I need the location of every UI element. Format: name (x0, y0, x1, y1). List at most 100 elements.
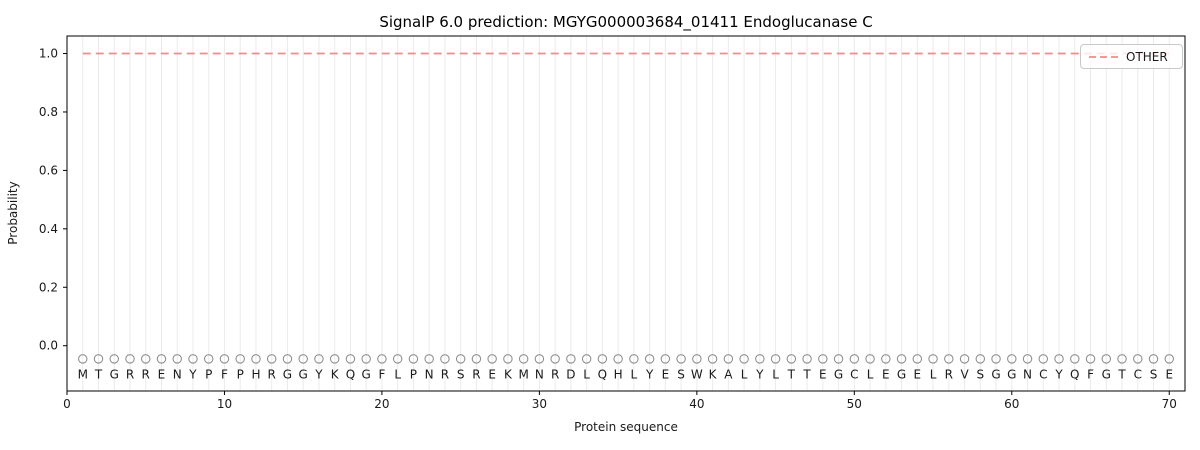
residue-marker (959, 354, 970, 364)
x-tick-label: 70 (1162, 397, 1177, 411)
residue-letter: G (110, 368, 119, 382)
residue-letter: P (205, 368, 212, 382)
residue-marker (251, 354, 261, 364)
x-tick-label: 60 (1004, 397, 1019, 411)
residue-marker (1085, 354, 1096, 364)
residue-letter: Y (645, 368, 654, 382)
residue-marker (597, 354, 608, 364)
residue-letter: R (441, 368, 449, 382)
residue-marker (1148, 354, 1159, 364)
residue-marker (1117, 354, 1127, 364)
residue-marker (109, 354, 119, 364)
residue-letter: R (142, 368, 150, 382)
residue-letter: L (867, 368, 874, 382)
plot-border (66, 35, 1186, 392)
residue-letter: R (126, 368, 134, 382)
residue-letter: G (299, 368, 308, 382)
y-tick-label: 0.6 (39, 163, 58, 177)
residue-letter: Y (1054, 368, 1063, 382)
legend-label: OTHER (1126, 49, 1168, 64)
legend-dashed-line-icon (1089, 55, 1119, 58)
residue-letter: A (724, 368, 733, 382)
residue-letter: F (1087, 368, 1094, 382)
y-tick-label: 0.8 (39, 105, 58, 119)
residue-letter: S (976, 368, 984, 382)
residue-marker (849, 354, 860, 364)
x-tick-label: 50 (847, 397, 862, 411)
residue-letter: C (1134, 368, 1142, 382)
residue-marker (739, 354, 749, 364)
residue-letter: L (930, 368, 937, 382)
residue-marker (408, 354, 419, 364)
residue-marker (1164, 354, 1175, 364)
x-axis-label: Protein sequence (574, 420, 678, 434)
residue-letter: Q (1070, 368, 1079, 382)
residue-letter: Q (346, 368, 355, 382)
residue-marker (440, 354, 450, 364)
x-tick-label: 40 (689, 397, 704, 411)
residue-marker (928, 354, 938, 364)
residue-letter: C (1039, 368, 1047, 382)
y-tick-label: 1.0 (39, 47, 58, 61)
residue-letter: Q (598, 368, 607, 382)
residue-marker (865, 354, 875, 364)
residue-marker (314, 354, 324, 364)
y-tick-label: 0.0 (39, 339, 58, 353)
residue-letter: R (268, 368, 276, 382)
residue-marker (219, 354, 230, 364)
residue-letter: Y (314, 368, 323, 382)
residue-marker (1070, 354, 1080, 364)
x-tick-label: 0 (63, 397, 71, 411)
residue-marker (581, 354, 592, 364)
residue-marker (550, 354, 560, 364)
residue-letter: E (662, 368, 670, 382)
residue-letter: Y (188, 368, 197, 382)
residue-letter: N (1023, 368, 1032, 382)
residue-marker (93, 354, 104, 364)
residue-marker (802, 354, 812, 364)
residue-letter: E (819, 368, 827, 382)
residue-letter: D (566, 368, 575, 382)
residue-letter: F (221, 368, 228, 382)
residue-marker (455, 354, 466, 364)
residue-marker (707, 354, 718, 364)
residue-marker (345, 354, 356, 364)
residue-letter: C (850, 368, 858, 382)
residue-marker (266, 354, 277, 364)
residue-letter: R (472, 368, 480, 382)
y-tick-label: 0.4 (39, 222, 58, 236)
residue-marker (881, 354, 891, 364)
residue-marker (676, 354, 686, 364)
residue-marker (833, 354, 844, 364)
residue-marker (471, 354, 482, 364)
residue-letter: G (362, 368, 371, 382)
residue-letter: E (1165, 368, 1173, 382)
residue-letter: L (583, 368, 590, 382)
x-tick-label: 30 (532, 397, 547, 411)
residue-marker (1007, 354, 1017, 364)
residue-letter: P (410, 368, 417, 382)
residue-letter: G (1007, 368, 1016, 382)
chart-title: SignalP 6.0 prediction: MGYG000003684_01… (379, 13, 873, 31)
residue-letter: W (691, 368, 703, 382)
residue-letter: R (945, 368, 953, 382)
residue-marker (172, 354, 182, 364)
residue-letter: S (457, 368, 465, 382)
residue-letter: N (535, 368, 544, 382)
residue-marker (1022, 354, 1033, 364)
x-tick-label: 10 (217, 397, 232, 411)
residue-marker (629, 354, 639, 364)
y-tick-label: 0.2 (39, 280, 58, 294)
residue-marker (1133, 354, 1143, 364)
residue-marker (692, 354, 702, 364)
residue-letter: K (504, 368, 513, 382)
residue-marker (156, 354, 167, 364)
residue-letter: E (914, 368, 922, 382)
residue-marker (424, 354, 434, 364)
residue-marker (755, 354, 765, 364)
residue-letter: L (741, 368, 748, 382)
residue-letter: S (1150, 368, 1158, 382)
residue-marker (235, 354, 245, 364)
residue-letter: G (897, 368, 906, 382)
